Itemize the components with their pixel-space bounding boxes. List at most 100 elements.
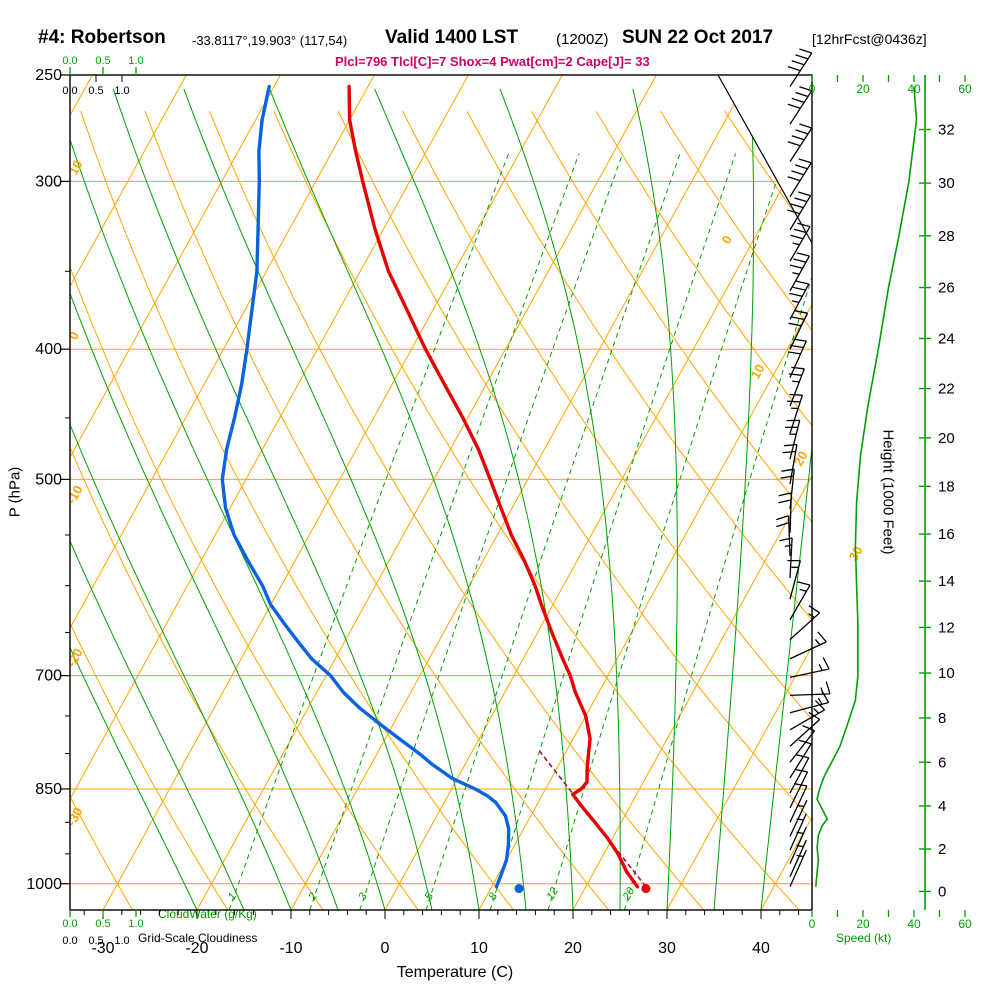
wind-barb (789, 581, 811, 621)
height-tick-label: 26 (938, 280, 955, 297)
wind-barb (789, 252, 810, 292)
cloudiness-label: Grid-Scale Cloudiness (138, 931, 258, 945)
dry-adiabat-line (531, 110, 812, 910)
wind-barb (789, 839, 807, 877)
moist-adiabat-line (374, 88, 574, 910)
moist-adiabat-line (760, 88, 812, 910)
mixing-ratio-line (228, 153, 510, 910)
height-tick-label: 18 (938, 478, 955, 495)
temperature-tick-label: 40 (752, 940, 770, 957)
mixing-ratio-label: 5 (423, 890, 437, 902)
dry-adiabat-line (788, 110, 812, 910)
height-tick-label: 16 (938, 526, 955, 543)
wind-barb (789, 754, 810, 794)
moist-adiabat-line (499, 88, 621, 910)
wind-barb (787, 393, 804, 434)
temperature-tick-label: 30 (658, 940, 676, 957)
cloudwater-tick-label-bottom: 0.0 (62, 918, 77, 930)
speed-tick-label-bottom: 40 (907, 917, 921, 931)
station-title: #4: Robertson (38, 27, 166, 48)
plot-border (69, 74, 813, 911)
temperature-tick-label: -30 (91, 940, 114, 957)
temperature-axis-label: Temperature (C) (396, 964, 514, 981)
wind-barb (787, 86, 813, 125)
cloudwater-tick-label-top: 1.0 (128, 55, 143, 67)
height-tick-label: 20 (938, 430, 955, 447)
height-tick-label: 32 (938, 122, 955, 139)
pressure-tick-label: 300 (35, 173, 62, 190)
height-tick-label: 28 (938, 228, 955, 245)
height-tick-label: 30 (938, 175, 955, 192)
isotherm-label: 0 (719, 233, 736, 247)
wind-barb (788, 366, 805, 407)
dry-adiabat-line (337, 110, 812, 910)
height-tick-label: 6 (938, 754, 946, 771)
cloudiness-tick-label-top: 0.5 (88, 85, 103, 97)
height-tick-label: 4 (938, 798, 946, 815)
mixing-ratio-label: 12 (544, 886, 561, 903)
mixing-ratio-line (425, 153, 681, 910)
isotherm-line (70, 75, 469, 910)
wind-barb (789, 605, 821, 641)
dry-adiabat-line (70, 111, 133, 910)
wind-barb (789, 631, 827, 660)
wind-barb (776, 515, 791, 556)
dry-adiabat-line (70, 111, 229, 910)
dry-adiabat-line (595, 110, 812, 910)
speed-tick-label-top: 40 (907, 82, 921, 96)
speed-tick-label-top: 20 (856, 82, 870, 96)
dry-adiabat-line (402, 110, 812, 910)
wind-barb (789, 222, 811, 262)
cloudiness-tick-label-top: 0.0 (62, 85, 77, 97)
temperature-tick-label: 20 (564, 940, 582, 957)
moist-adiabat-line (70, 88, 339, 910)
wind-barb (789, 783, 808, 823)
dry-adiabat-line (144, 111, 609, 910)
isotherm-label: -10 (64, 483, 86, 507)
mixing-ratio-label: 3 (356, 890, 370, 902)
height-tick-label: 24 (938, 330, 955, 347)
surface-dewpoint-dot (514, 884, 524, 894)
surface-temperature-dot (641, 884, 651, 894)
pressure-tick-label: 1000 (26, 876, 62, 893)
dry-adiabat-line (854, 111, 1000, 910)
wind-barb (782, 443, 798, 485)
isotherm-line (478, 75, 812, 910)
dry-adiabat-line (70, 111, 324, 910)
pressure-tick-label: 700 (35, 668, 62, 685)
pressure-tick-label: 500 (35, 471, 62, 488)
wind-barb (784, 419, 801, 460)
speed-axis-label: Speed (kt) (836, 931, 892, 945)
wind-barb (789, 711, 821, 747)
dry-adiabat-line (0, 111, 37, 910)
wind-barb (787, 191, 812, 231)
wind-barb (789, 657, 830, 678)
dry-adiabat-line (70, 111, 419, 910)
valid-date: SUN 22 Oct 2017 (622, 27, 774, 48)
mixing-ratio-line (624, 153, 812, 910)
isotherm-label: 10 (66, 158, 86, 178)
cloudwater-tick-label-bottom: 0.5 (95, 918, 110, 930)
mixing-ratio-line (309, 153, 580, 910)
dewpoint-curve (220, 84, 511, 889)
isotherm-label: -30 (64, 805, 86, 829)
wind-barb (787, 123, 813, 162)
mixing-ratio-line (489, 153, 737, 910)
temperature-tick-label: 10 (470, 940, 488, 957)
mixing-ratio-label: 20 (620, 885, 637, 903)
dry-adiabat-line (273, 110, 800, 910)
wind-barbs (776, 48, 831, 887)
cloudiness-tick-label-bottom: 1.0 (114, 935, 129, 947)
dry-adiabat-line (983, 111, 1000, 910)
wind-barb (788, 310, 809, 350)
dry-adiabat-line (918, 111, 1000, 910)
wind-barb (789, 700, 826, 731)
mixing-ratio-line (547, 153, 786, 910)
height-tick-label: 10 (938, 665, 955, 682)
moist-adiabat-line (70, 88, 386, 910)
cloudiness-tick-label-top: 1.0 (114, 85, 129, 97)
isotherm-line (384, 75, 812, 910)
height-tick-label: 14 (938, 573, 955, 590)
